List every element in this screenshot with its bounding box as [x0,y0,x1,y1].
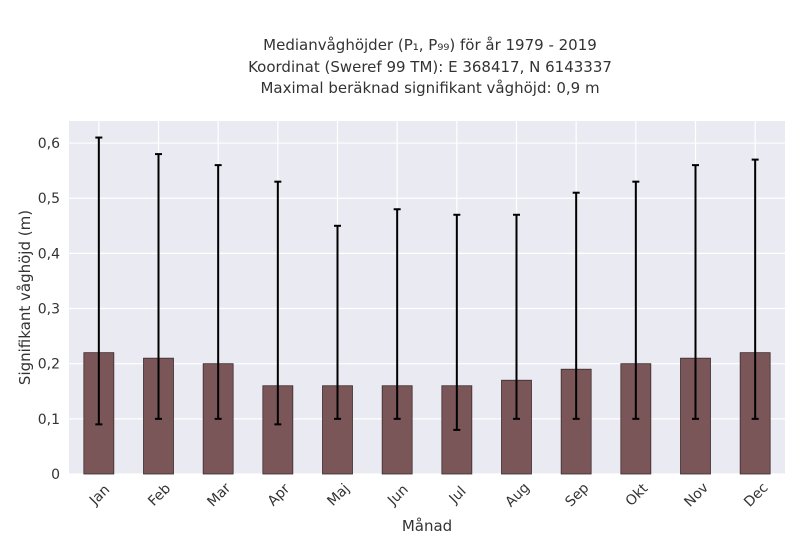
y-tick-label: 0,6 [38,136,60,152]
chart-title-line-3: Maximal beräknad signifikant våghöjd: 0,… [260,79,600,97]
chart-title-line-2: Koordinat (Sweref 99 TM): E 368417, N 61… [248,58,612,76]
x-tick-label: Nov [681,480,712,511]
x-tick-label: Jun [384,482,411,509]
x-tick-label: Aug [502,480,533,511]
plot-area [69,121,785,474]
y-tick-label: 0,3 [38,302,60,318]
x-tick-label: Feb [145,481,174,510]
x-tick-label: Jan [86,482,113,509]
y-tick-label: 0,4 [38,246,60,262]
y-tick-label: 0,5 [38,191,60,207]
x-tick-label: Sep [562,480,592,510]
x-tick-label: Dec [741,480,771,510]
chart-title-line-1: Medianvåghöjder (P₁, P₉₉) för år 1979 - … [263,36,597,54]
y-axis-label: Signifikant våghöjd (m) [16,210,34,385]
y-tick-label: 0,1 [38,412,60,428]
y-tick-label: 0 [51,467,60,483]
y-ticks: 0 0,1 0,2 0,3 0,4 0,5 0,6 [38,136,60,483]
y-tick-label: 0,2 [38,357,60,373]
x-tick-label: Maj [324,481,353,510]
x-tick-label: Mar [204,480,234,510]
error-bars [95,136,759,431]
x-tick-label: Jul [446,484,470,508]
x-axis-label: Månad [402,517,452,535]
x-ticks: Jan Feb Mar Apr Maj Jun Jul Aug Sep Okt Nov Dec [86,480,772,511]
x-tick-label: Okt [623,480,652,509]
x-tick-label: Apr [265,481,294,510]
